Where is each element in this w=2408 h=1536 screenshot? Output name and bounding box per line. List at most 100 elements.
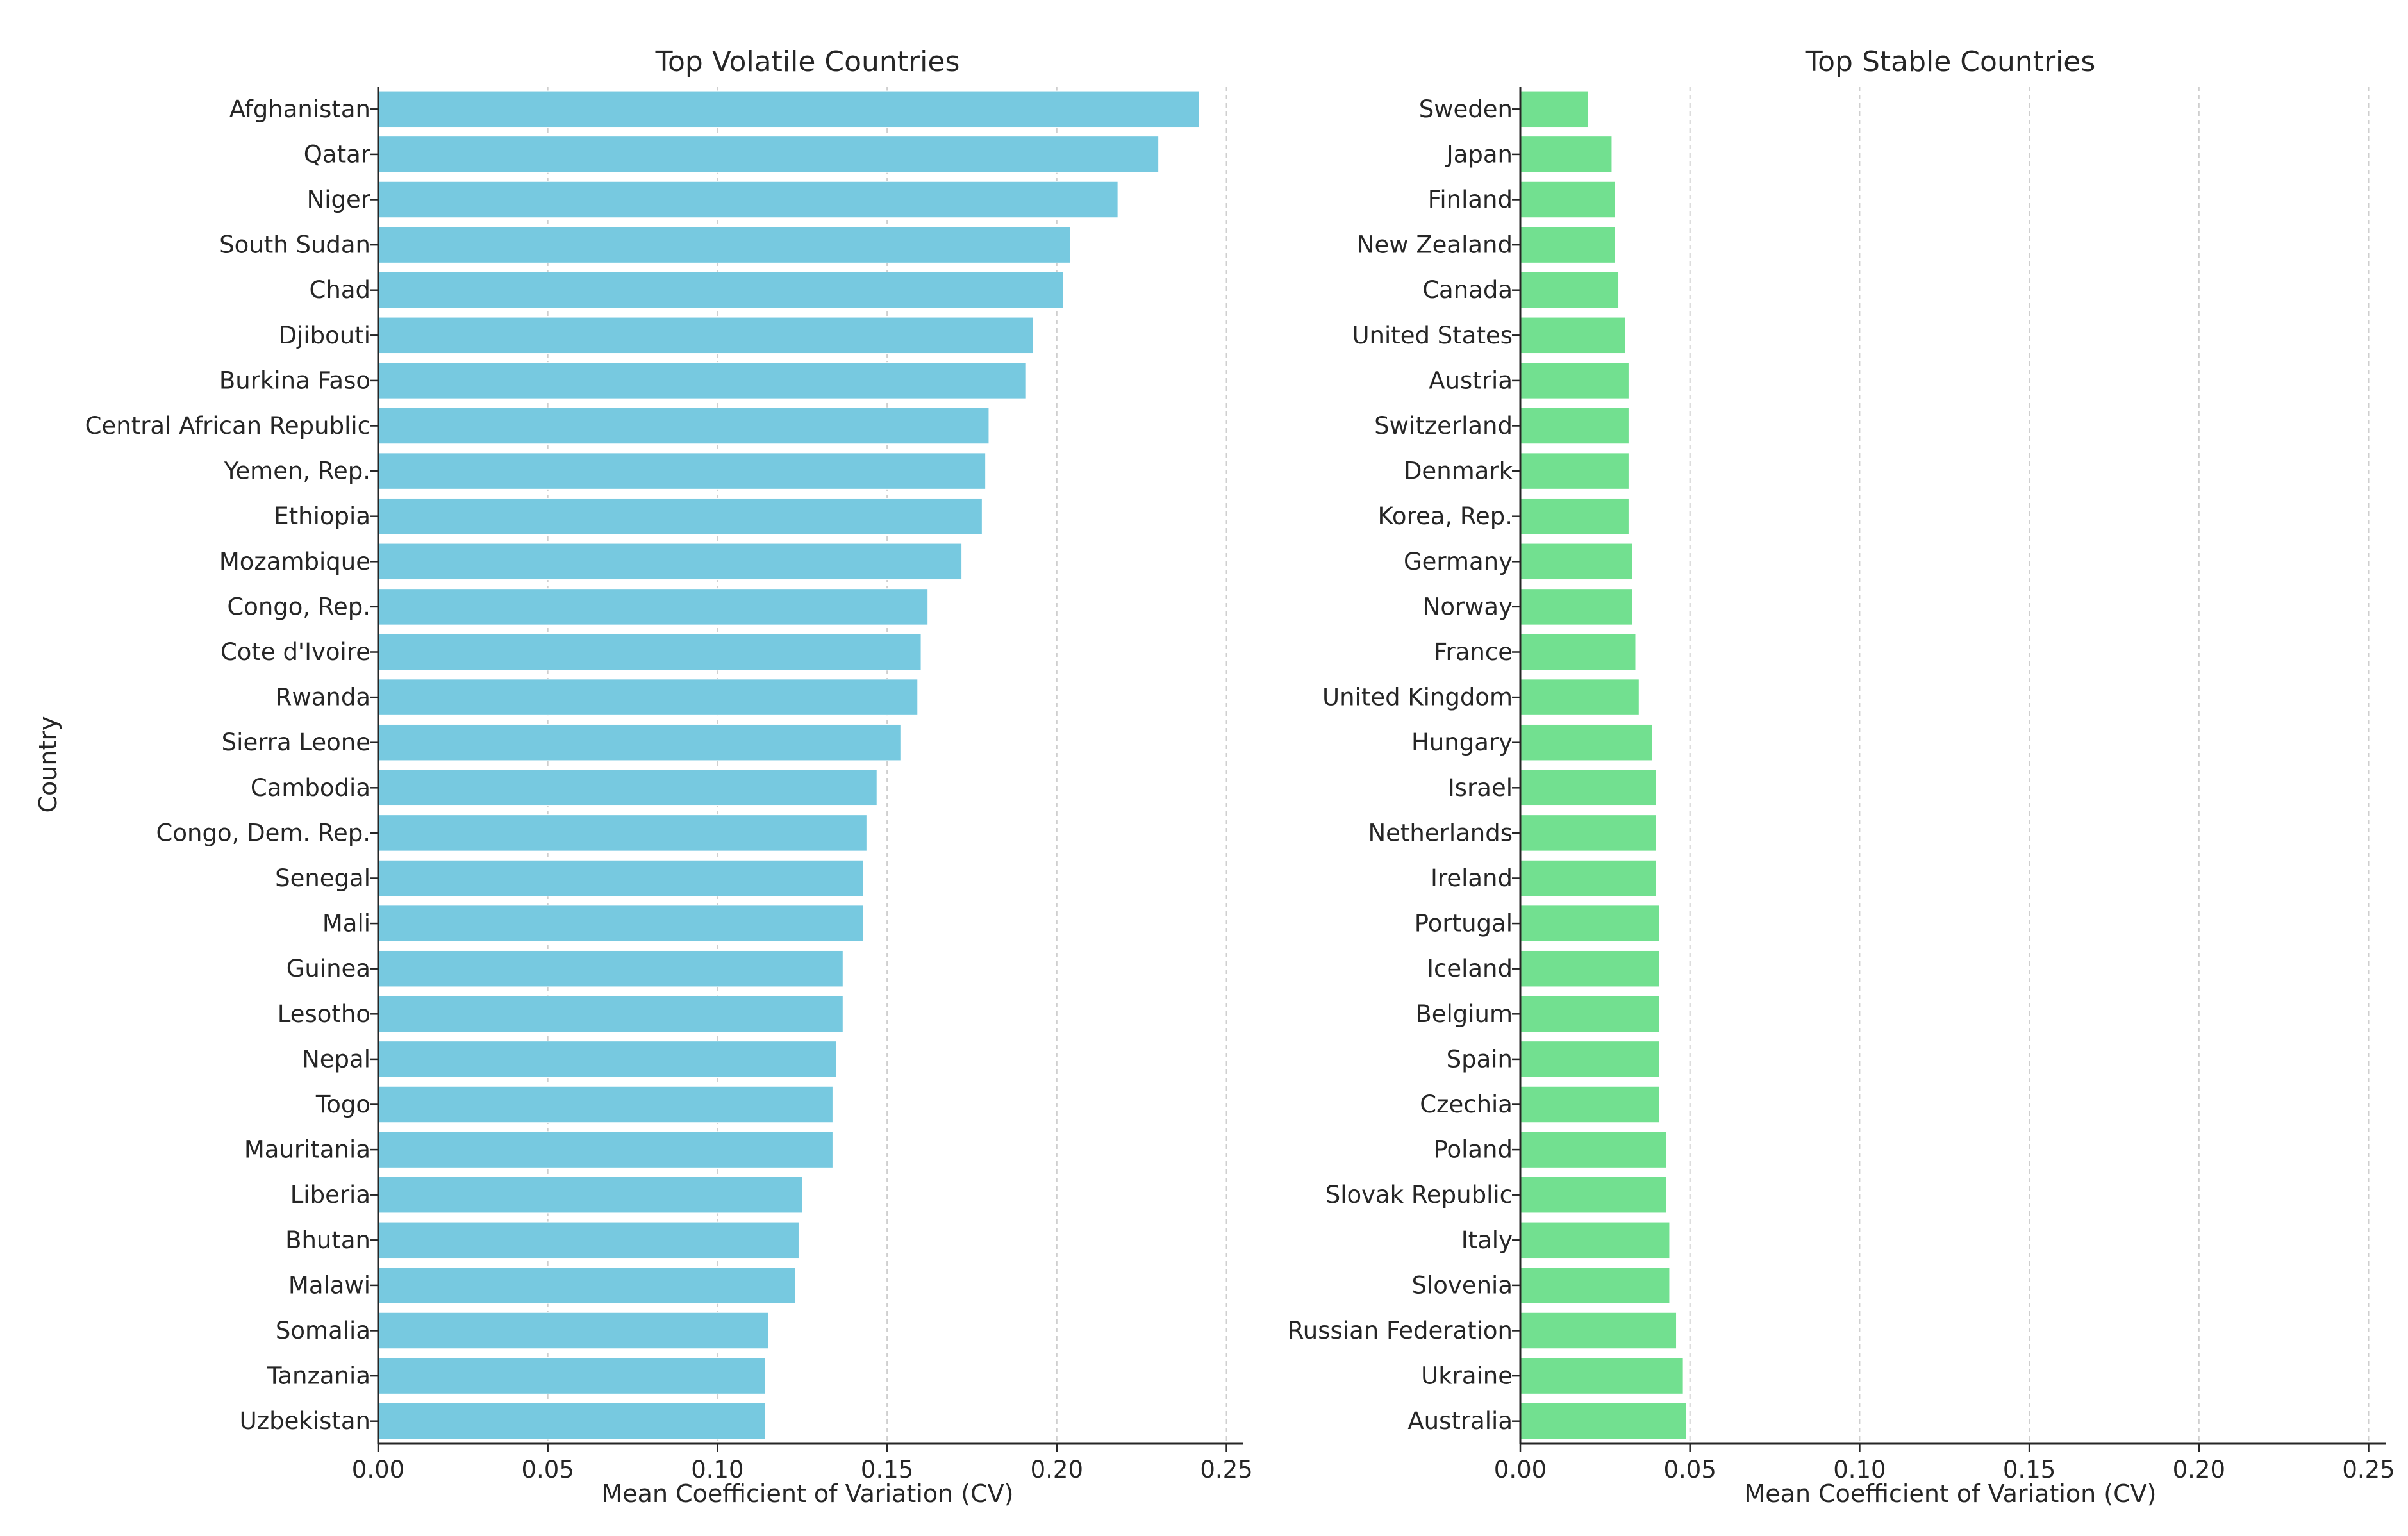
bar-united-states: [1520, 317, 1626, 354]
bar-togo: [378, 1086, 833, 1123]
bar-belgium: [1520, 995, 1660, 1033]
bar-sweden: [1520, 90, 1589, 128]
bar-cote-d-ivoire: [378, 633, 922, 671]
panel-title: Top Volatile Countries: [655, 45, 960, 78]
bar-spain: [1520, 1041, 1660, 1078]
y-tick-label: Austria: [1429, 367, 1513, 394]
y-axis-label: Country: [34, 716, 62, 813]
y-tick-label: Spain: [1447, 1045, 1513, 1073]
y-tick-label: Central African Republic: [85, 412, 370, 440]
bar-poland: [1520, 1131, 1667, 1168]
x-axis-label: Mean Coefficient of Variation (CV): [602, 1480, 1014, 1508]
y-tick-label: Somalia: [276, 1317, 370, 1344]
x-tick-label: 0.10: [1833, 1456, 1886, 1483]
bar-australia: [1520, 1402, 1687, 1440]
bar-ethiopia: [378, 497, 983, 535]
x-tick-label: 0.25: [1200, 1456, 1252, 1483]
y-tick-label: Togo: [315, 1091, 370, 1118]
y-tick-label: Sweden: [1419, 95, 1513, 123]
bar-korea-rep: [1520, 497, 1629, 535]
y-tick-label: Japan: [1445, 140, 1513, 168]
bar-canada: [1520, 271, 1620, 309]
y-tick-label: Finland: [1428, 186, 1513, 213]
x-tick-label: 0.05: [1664, 1456, 1716, 1483]
bar-hungary: [1520, 723, 1653, 761]
bar-djibouti: [378, 317, 1034, 354]
volatile-panel: Afghanistan Qatar Niger South Sudan Chad Djib…: [34, 45, 1253, 1508]
y-tick-label: Chad: [310, 276, 370, 304]
y-tick-label: Lesotho: [278, 1000, 370, 1028]
y-tick-label: Tanzania: [267, 1362, 370, 1390]
bar-burkina-faso: [378, 362, 1027, 399]
y-tick-label: Belgium: [1415, 1000, 1513, 1028]
y-tick-label: Israel: [1448, 774, 1513, 802]
y-tick-label: Liberia: [290, 1181, 370, 1209]
bar-united-kingdom: [1520, 679, 1640, 716]
stable-panel: Sweden Japan Finland New Zealand Canada Unite…: [1288, 45, 2395, 1508]
bar-somalia: [378, 1312, 769, 1350]
bar-chad: [378, 271, 1064, 309]
x-tick-label: 0.05: [522, 1456, 574, 1483]
bar-sierra-leone: [378, 723, 901, 761]
y-tick-label: Mozambique: [219, 548, 370, 575]
bar-switzerland: [1520, 407, 1629, 445]
y-tick-label: Nepal: [302, 1045, 370, 1073]
bar-norway: [1520, 588, 1633, 625]
bar-ireland: [1520, 859, 1657, 897]
y-tick-label: Congo, Rep.: [227, 593, 370, 620]
y-tick-label: Iceland: [1427, 955, 1513, 982]
bar-germany: [1520, 543, 1633, 581]
x-tick-label: 0.00: [1494, 1456, 1547, 1483]
bar-portugal: [1520, 905, 1660, 942]
bar-new-zealand: [1520, 226, 1616, 263]
y-tick-label: United States: [1352, 322, 1513, 349]
y-tick-label: Yemen, Rep.: [224, 458, 370, 485]
bar-nepal: [378, 1041, 837, 1078]
bar-cambodia: [378, 769, 877, 807]
y-tick-label: Mali: [322, 910, 370, 937]
y-tick-label: Italy: [1461, 1226, 1513, 1254]
y-tick-label: Sierra Leone: [222, 729, 370, 756]
bar-iceland: [1520, 950, 1660, 987]
bar-central-african-republic: [378, 407, 990, 445]
bar-israel: [1520, 769, 1657, 807]
x-tick-label: 0.20: [2173, 1456, 2225, 1483]
y-tick-label: Slovak Republic: [1325, 1181, 1513, 1209]
y-tick-label: Ukraine: [1421, 1362, 1513, 1390]
y-tick-label: Guinea: [286, 955, 370, 982]
y-tick-label: Portugal: [1415, 910, 1513, 937]
bar-rwanda: [378, 679, 918, 716]
bar-ukraine: [1520, 1357, 1684, 1394]
x-tick-label: 0.10: [691, 1456, 743, 1483]
bar-tanzania: [378, 1357, 766, 1394]
bar-russian-federation: [1520, 1312, 1677, 1350]
bar-finland: [1520, 181, 1616, 219]
bar-netherlands: [1520, 814, 1657, 852]
y-tick-label: Burkina Faso: [219, 367, 370, 394]
y-tick-label: Djibouti: [279, 322, 370, 349]
y-tick-label: Norway: [1423, 593, 1513, 620]
bar-slovak-republic: [1520, 1176, 1667, 1214]
y-tick-label: Switzerland: [1374, 412, 1513, 440]
bar-japan: [1520, 136, 1613, 173]
bar-malawi: [378, 1267, 796, 1304]
bar-czechia: [1520, 1086, 1660, 1123]
y-tick-label: Cambodia: [251, 774, 370, 802]
y-tick-label: Canada: [1422, 276, 1513, 304]
y-tick-label: Slovenia: [1412, 1271, 1513, 1299]
y-tick-label: Hungary: [1411, 729, 1513, 756]
y-tick-label: Cote d'Ivoire: [220, 638, 370, 666]
bar-mali: [378, 905, 864, 942]
y-tick-label: Netherlands: [1368, 819, 1513, 846]
bar-south-sudan: [378, 226, 1071, 263]
bar-afghanistan: [378, 90, 1200, 128]
x-tick-label: 0.15: [2003, 1456, 2055, 1483]
bar-guinea: [378, 950, 843, 987]
y-tick-label: Denmark: [1404, 458, 1513, 485]
bar-niger: [378, 181, 1118, 219]
bar-uzbekistan: [378, 1402, 766, 1440]
y-tick-label: Congo, Dem. Rep.: [156, 819, 370, 846]
x-tick-label: 0.20: [1031, 1456, 1083, 1483]
bar-senegal: [378, 859, 864, 897]
